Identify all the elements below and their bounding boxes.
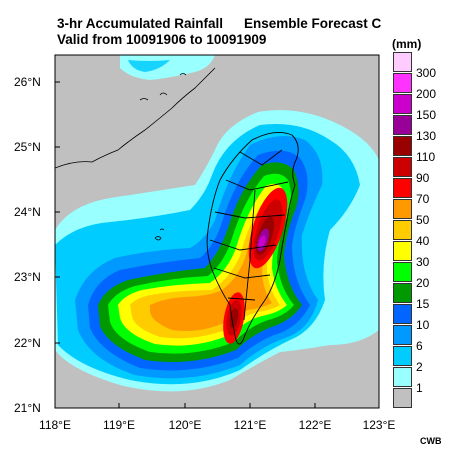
lon-label-122: 122°E bbox=[298, 418, 332, 432]
rain-core-north bbox=[248, 187, 288, 269]
legend-label: 20 bbox=[416, 276, 430, 290]
lat-label-26: 26°N bbox=[14, 75, 41, 89]
legend-label: 50 bbox=[416, 213, 430, 227]
legend-label: 130 bbox=[416, 129, 437, 143]
legend-swatch bbox=[393, 304, 412, 324]
lat-label-24: 24°N bbox=[14, 205, 41, 219]
lon-label-118: 118°E bbox=[39, 418, 71, 432]
legend-label: 300 bbox=[416, 66, 437, 80]
lon-label-120: 120°E bbox=[168, 418, 202, 432]
map-frame bbox=[54, 54, 380, 409]
ensemble-label: Ensemble Forecast C bbox=[244, 16, 382, 31]
map-valid-period: Valid from 10091906 to 10091909 bbox=[57, 32, 267, 47]
legend-label: 90 bbox=[416, 171, 430, 185]
agency-credit: CWB bbox=[420, 436, 442, 446]
legend-swatch bbox=[393, 73, 412, 93]
china-coastline bbox=[55, 67, 216, 241]
lat-label-21: 21°N bbox=[14, 401, 41, 415]
lat-label-25: 25°N bbox=[14, 140, 41, 154]
legend-label: 6 bbox=[416, 339, 423, 353]
legend-swatch bbox=[393, 262, 412, 282]
legend-swatch bbox=[393, 241, 412, 261]
lon-label-119: 119°E bbox=[103, 418, 135, 432]
lon-label-123: 123°E bbox=[362, 418, 396, 432]
map-ticks bbox=[55, 81, 316, 408]
legend-label: 110 bbox=[416, 150, 436, 164]
legend-swatch bbox=[393, 346, 412, 366]
legend-label: 40 bbox=[416, 234, 430, 248]
legend-swatch bbox=[393, 178, 412, 198]
legend-label: 15 bbox=[416, 297, 430, 311]
map-title: 3-hr Accumulated Rainfall bbox=[57, 16, 224, 31]
legend-label: 150 bbox=[416, 108, 437, 122]
legend-unit: (mm) bbox=[392, 37, 422, 51]
lat-label-23: 23°N bbox=[14, 270, 41, 284]
legend-label: 1 bbox=[416, 381, 423, 395]
rain-area-north-cyan bbox=[128, 60, 170, 72]
legend-swatch bbox=[393, 220, 412, 240]
legend-swatch bbox=[393, 388, 412, 408]
legend-label: 70 bbox=[416, 192, 430, 206]
legend-swatch bbox=[393, 367, 412, 387]
legend-swatch bbox=[393, 325, 412, 345]
legend-label: 2 bbox=[416, 360, 423, 374]
legend-label: 10 bbox=[416, 318, 430, 332]
legend-swatch bbox=[393, 157, 412, 177]
legend-swatch bbox=[393, 136, 412, 156]
legend-swatch bbox=[393, 199, 412, 219]
legend-label: 30 bbox=[416, 255, 430, 269]
lon-label-121: 121°E bbox=[233, 418, 267, 432]
lat-label-22: 22°N bbox=[14, 336, 41, 350]
legend-label: 200 bbox=[416, 87, 437, 101]
legend-swatch bbox=[393, 52, 412, 72]
legend-swatch bbox=[393, 283, 412, 303]
legend-swatch bbox=[393, 115, 412, 135]
taiwan-outline bbox=[206, 131, 299, 345]
legend-swatch bbox=[393, 94, 412, 114]
